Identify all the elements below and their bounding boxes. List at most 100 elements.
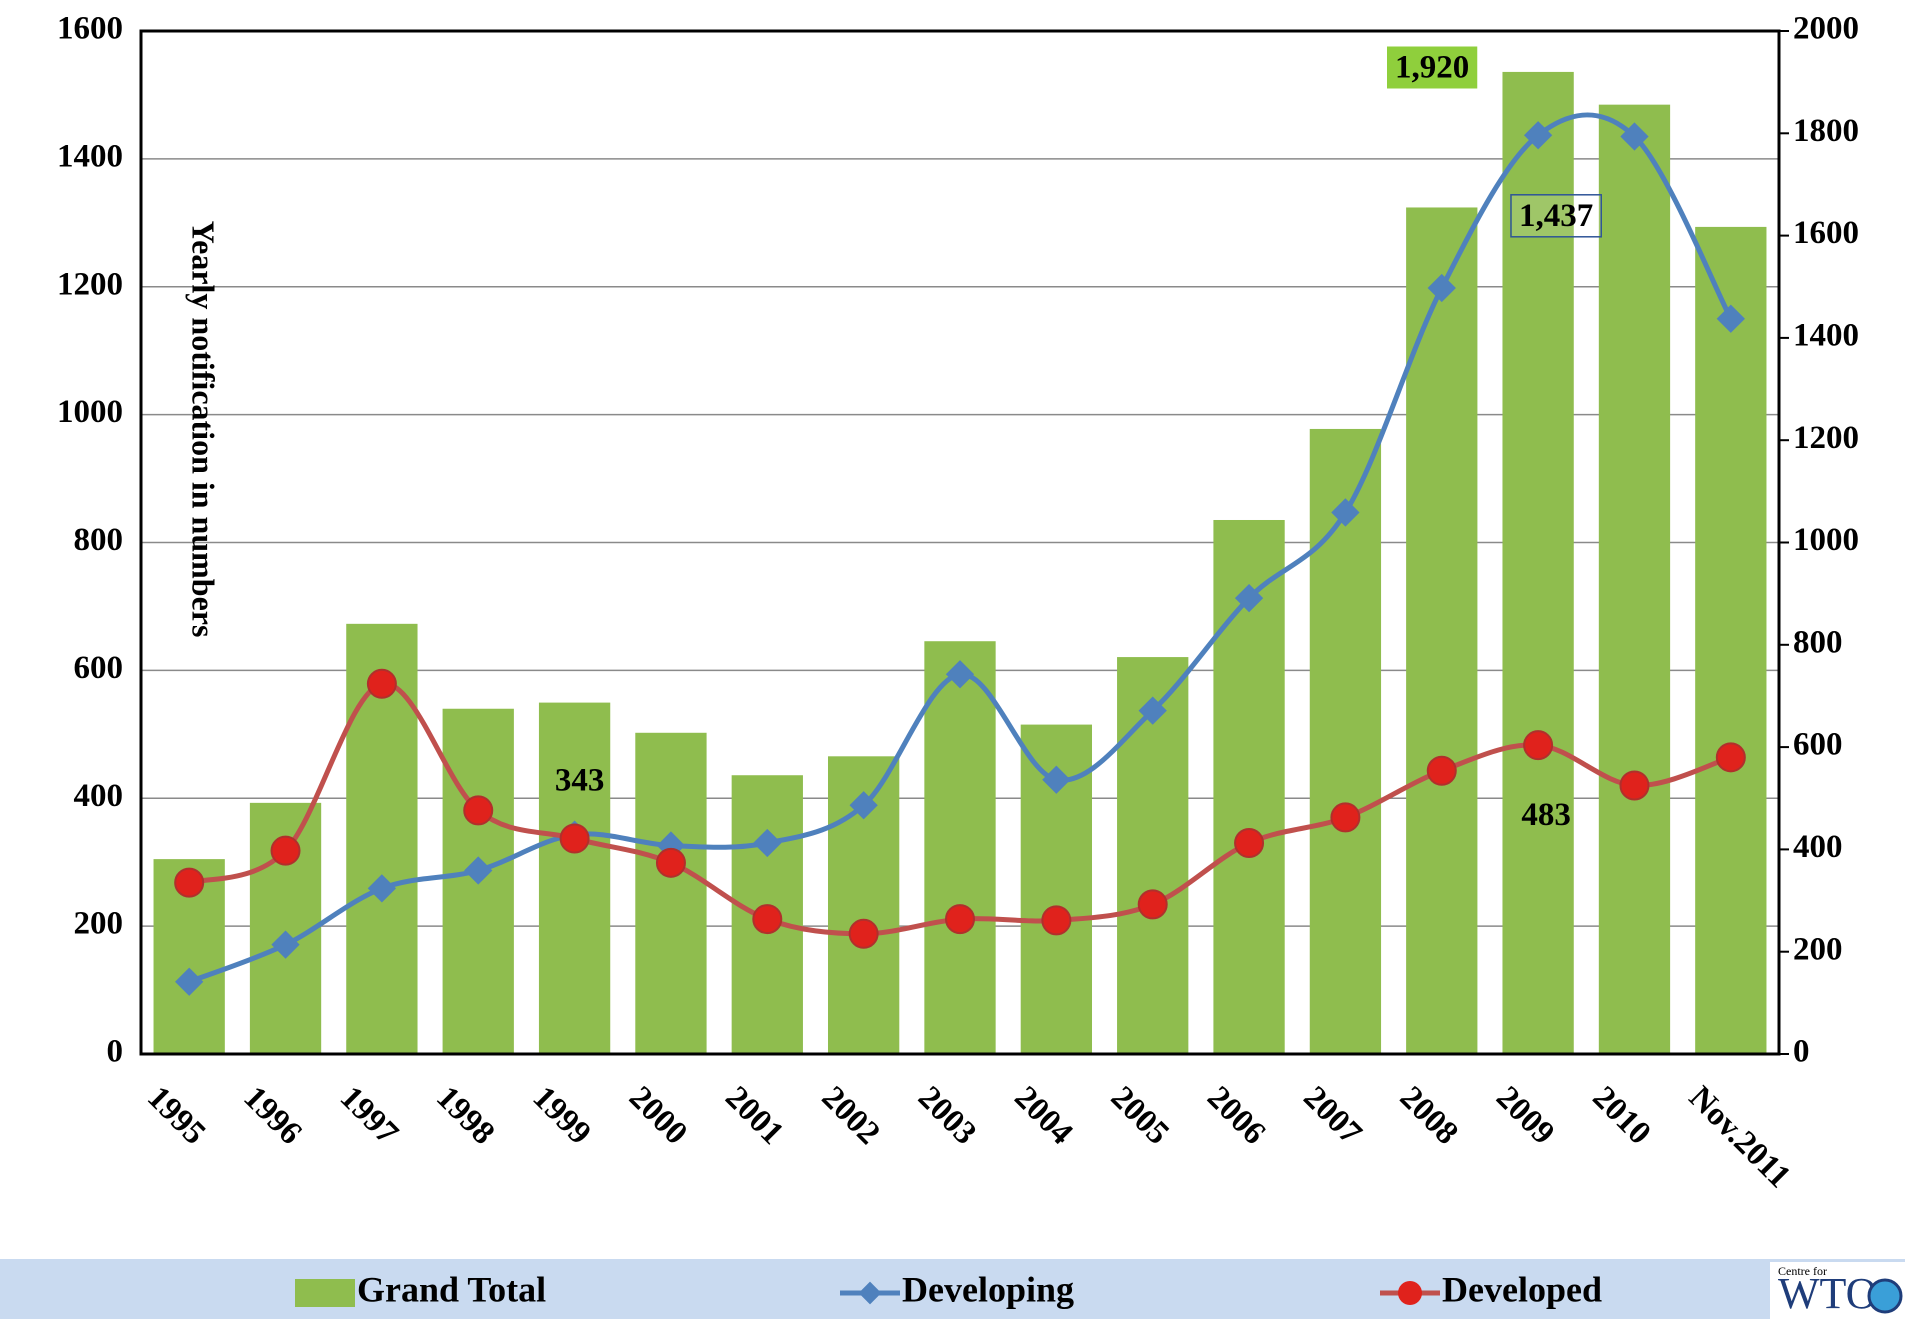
- marker: [366, 668, 397, 699]
- bar: [1406, 207, 1478, 1054]
- legend-marker: [858, 1281, 882, 1305]
- marker: [1331, 498, 1360, 527]
- marker: [848, 918, 879, 949]
- line: [188, 681, 1732, 937]
- marker: [1426, 755, 1457, 786]
- bar: [635, 732, 707, 1054]
- logo-globe: [1867, 1278, 1903, 1314]
- legend-item: Grand Total: [295, 1269, 546, 1309]
- y2-tick-label: 2000: [1793, 11, 1859, 47]
- y2-tick-label: 1400: [1793, 317, 1859, 353]
- marker: [849, 791, 878, 820]
- legend-item: Developed: [1380, 1269, 1602, 1309]
- x-tick-label: 2008: [1393, 1080, 1465, 1152]
- x-tick-label: 2002: [815, 1080, 887, 1152]
- legend-swatch: [295, 1279, 355, 1307]
- lines: [174, 112, 1746, 996]
- x-tick-label: 2007: [1296, 1080, 1368, 1152]
- y-tick-label: 1400: [57, 138, 123, 174]
- x-tick-label: 2004: [1007, 1080, 1079, 1152]
- marker: [1137, 889, 1168, 920]
- x-tick-label: 2010: [1585, 1080, 1657, 1152]
- marker: [1620, 122, 1649, 151]
- marker: [655, 847, 686, 878]
- marker: [270, 835, 301, 866]
- x-tick-label: 1996: [237, 1080, 309, 1152]
- y-tick-label: 1200: [57, 266, 123, 302]
- bar: [538, 702, 611, 1054]
- x-tick-label: 2006: [1200, 1080, 1272, 1152]
- x-tick-label: 1995: [140, 1080, 212, 1152]
- y2-tick-label: 1200: [1793, 420, 1859, 456]
- x-tick-label: 2001: [718, 1080, 790, 1152]
- marker: [945, 660, 975, 689]
- y2-tick-label: 1600: [1793, 215, 1859, 251]
- x-tick-label: Nov.2011: [1682, 1080, 1798, 1196]
- marker: [1042, 765, 1071, 794]
- y-tick-label: 0: [107, 1034, 124, 1070]
- y-tick-label: 400: [74, 778, 124, 814]
- value-label: 483: [1521, 797, 1571, 833]
- marker: [464, 856, 493, 885]
- marker: [463, 795, 494, 826]
- bar: [924, 641, 996, 1054]
- bar: [1598, 104, 1671, 1054]
- marker: [559, 823, 590, 854]
- marker: [1716, 304, 1745, 333]
- value-label-box: [1510, 194, 1602, 238]
- x-tick-label: 2000: [622, 1080, 694, 1152]
- y-tick-label: 200: [74, 906, 124, 942]
- x-tick-label: 1999: [526, 1080, 598, 1152]
- marker: [752, 904, 783, 935]
- x-tick-label: 2005: [1104, 1080, 1176, 1152]
- y2-tick-label: 600: [1793, 727, 1843, 763]
- marker: [174, 867, 205, 898]
- value-label: 1,437: [1519, 198, 1593, 234]
- y2-tick-label: 200: [1793, 931, 1843, 967]
- marker: [1041, 905, 1072, 936]
- marker: [271, 930, 300, 959]
- marker: [1523, 121, 1553, 150]
- x-tick-label: 2009: [1489, 1080, 1561, 1152]
- logo-text: WTO: [1778, 1269, 1877, 1318]
- marker: [1427, 273, 1456, 303]
- y-axis-label: Yearly notification in numbers: [186, 221, 222, 638]
- marker: [1234, 828, 1265, 859]
- y-tick-label: 1000: [57, 394, 123, 430]
- y-tick-label: 800: [74, 522, 124, 558]
- legend-item: Developing: [840, 1269, 1074, 1309]
- marker: [1619, 770, 1650, 801]
- y2-tick-label: 1000: [1793, 522, 1859, 558]
- marker: [945, 904, 975, 935]
- y2-tick-label: 1800: [1793, 113, 1859, 149]
- marker: [1523, 730, 1554, 761]
- marker: [1715, 742, 1746, 773]
- legend-marker: [1398, 1281, 1422, 1305]
- marker: [175, 967, 204, 996]
- marker: [1234, 583, 1264, 613]
- marker: [367, 874, 397, 903]
- y2-tick-label: 400: [1793, 829, 1843, 865]
- y2-tick-label: 0: [1793, 1034, 1810, 1070]
- y-tick-label: 1600: [57, 11, 123, 47]
- labels: 1,920 343 1,437 483: [555, 46, 1602, 833]
- x-tick-label: 1998: [429, 1080, 501, 1152]
- marker: [753, 828, 782, 858]
- bar: [1695, 226, 1767, 1055]
- bar: [1309, 428, 1382, 1054]
- marker: [1330, 802, 1361, 833]
- marker: [1138, 696, 1167, 725]
- logo-caption: Centre for: [1778, 1264, 1827, 1278]
- value-label: 1,920: [1395, 49, 1469, 85]
- value-label-box: [1387, 46, 1478, 89]
- legend-label: Grand Total: [357, 1269, 546, 1309]
- plot-frame: [139, 29, 1781, 1056]
- bar: [1502, 71, 1574, 1055]
- x-tick-label: 1997: [333, 1080, 405, 1152]
- value-label: 343: [555, 762, 605, 798]
- legend-label: Developed: [1442, 1269, 1602, 1309]
- y2-tick-label: 800: [1793, 624, 1843, 660]
- legend-label: Developing: [902, 1269, 1074, 1309]
